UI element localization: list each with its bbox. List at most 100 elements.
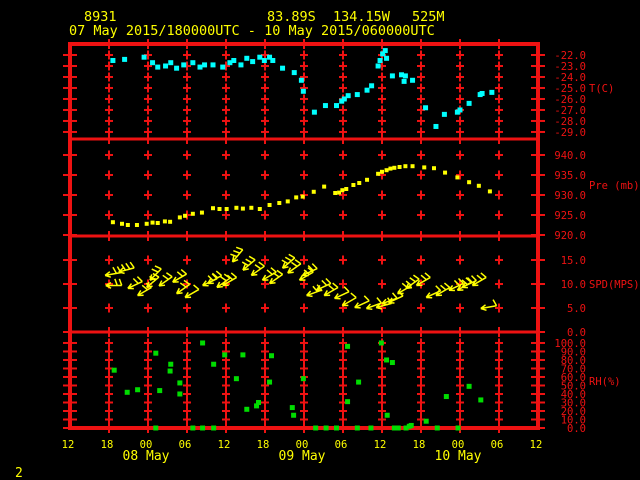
x-hour-label: 12 <box>218 439 231 451</box>
x-hour-label: 18 <box>101 439 114 451</box>
wind-barb <box>315 277 332 292</box>
y-tick-label-temperature: -25.0 <box>554 83 586 95</box>
y-axis-labels: -22.0-23.0-24.0-25.0-26.0-27.0-28.0-29.0… <box>554 50 639 435</box>
y-tick-label-relative_humidity: 20.0 <box>561 406 586 418</box>
y-tick-label-relative_humidity: 10.0 <box>561 414 586 426</box>
x-hour-label: 00 <box>140 439 153 451</box>
wind-barb <box>105 278 123 289</box>
elevation: 525M <box>412 9 445 25</box>
x-hour-label: 18 <box>257 439 270 451</box>
wind-barb <box>104 266 122 278</box>
axis-unit-label-pressure: Pre (mb) <box>589 180 640 192</box>
x-date-label: 08 May <box>123 449 170 464</box>
x-hour-label: 06 <box>179 439 192 451</box>
wind-barb <box>396 280 412 295</box>
x-hour-label: 12 <box>530 439 543 451</box>
wind-barb <box>435 282 451 297</box>
wind-barb <box>241 255 256 271</box>
wind-barb <box>461 275 477 289</box>
y-tick-label-pressure: 940.0 <box>554 150 586 162</box>
wind-barb <box>448 277 464 292</box>
wind-barb <box>268 269 284 285</box>
wind-barb <box>261 267 277 281</box>
wind-barb <box>250 261 265 277</box>
x-hour-label: 18 <box>413 439 426 451</box>
x-hour-label: 00 <box>296 439 309 451</box>
wind-barb <box>333 286 350 300</box>
wind-barb <box>207 270 223 285</box>
temperature-series <box>110 48 495 129</box>
y-tick-label-temperature: -22.0 <box>554 50 586 62</box>
y-tick-label-temperature: -28.0 <box>554 116 586 128</box>
wind-barb <box>341 292 357 307</box>
wind-barb <box>158 272 173 287</box>
x-hour-label: 00 <box>452 439 465 451</box>
axis-unit-label-temperature: T(C) <box>589 83 614 95</box>
wind-barb <box>136 282 152 297</box>
x-hour-label: 06 <box>335 439 348 451</box>
x-date-label: 09 May <box>279 449 326 464</box>
wind-barbs <box>104 246 498 312</box>
x-hour-label: 12 <box>374 439 387 451</box>
wind-barb <box>175 279 191 295</box>
y-tick-label-temperature: -29.0 <box>554 127 586 139</box>
data-series <box>104 48 498 431</box>
y-tick-label-relative_humidity: 70.0 <box>561 363 586 375</box>
y-tick-label-temperature: -24.0 <box>554 72 586 84</box>
wind-barb <box>387 290 404 304</box>
wind-barb <box>365 297 383 311</box>
wind-barb <box>405 274 420 290</box>
y-tick-label-pressure: 925.0 <box>554 210 586 222</box>
y-tick-label-relative_humidity: 100.0 <box>554 338 586 350</box>
x-hour-label: 12 <box>62 439 75 451</box>
y-tick-label-relative_humidity: 80.0 <box>561 355 586 367</box>
wind-barb <box>480 299 498 312</box>
wind-barb <box>415 272 431 287</box>
wind-barb <box>471 272 487 287</box>
wind-barb <box>375 297 393 310</box>
wind-barb <box>302 263 318 277</box>
wind-barb <box>287 259 302 274</box>
y-tick-label-wind_speed: 10.0 <box>561 279 586 291</box>
axis-unit-label-relative_humidity: RH(%) <box>589 376 621 388</box>
wind-barb <box>222 272 238 287</box>
plot-border <box>68 42 540 430</box>
x-hour-label: 06 <box>491 439 504 451</box>
wind-barb <box>149 265 162 281</box>
wind-barb <box>306 284 323 298</box>
wind-barb <box>184 284 200 299</box>
y-tick-label-wind_speed: 0.0 <box>567 327 586 339</box>
y-tick-label-pressure: 930.0 <box>554 190 586 202</box>
y-tick-label-temperature: -23.0 <box>554 61 586 73</box>
wind-barb <box>425 285 442 299</box>
latitude: 83.89S <box>267 9 316 25</box>
wind-barb <box>118 261 135 275</box>
y-tick-label-wind_speed: 5.0 <box>567 303 586 315</box>
y-tick-label-relative_humidity: 50.0 <box>561 380 586 392</box>
y-tick-label-temperature: -26.0 <box>554 94 586 106</box>
x-axis-labels: 12 18 00 06 12 18 00 06 12 18 00 06 12 08 May 09 May 10… <box>62 439 543 464</box>
y-tick-label-temperature: -27.0 <box>554 105 586 117</box>
time-range: 07 May 2015/180000UTC - 10 May 2015/0600… <box>69 23 435 39</box>
y-tick-label-pressure: 935.0 <box>554 170 586 182</box>
x-date-label: 10 May <box>435 449 482 464</box>
wind-barb <box>230 246 244 263</box>
y-tick-label-relative_humidity: 0.0 <box>567 423 586 435</box>
wind-barb <box>381 292 398 306</box>
y-tick-label-relative_humidity: 90.0 <box>561 346 586 358</box>
axis-unit-label-wind_speed: SPD(MPS) <box>589 279 640 291</box>
pressure-series <box>110 164 492 227</box>
wind-barb <box>354 295 370 309</box>
wind-barb <box>127 276 143 290</box>
y-tick-label-relative_humidity: 60.0 <box>561 372 586 384</box>
y-tick-label-pressure: 920.0 <box>554 230 586 242</box>
relative_humidity-series <box>111 340 484 431</box>
header: 8931 83.89S 134.15W 525M 07 May 2015/180… <box>69 9 445 39</box>
wind-barb <box>172 269 188 283</box>
wind-barb <box>281 253 296 269</box>
longitude: 134.15W <box>333 9 391 25</box>
station-id: 8931 <box>84 9 117 25</box>
wind-barb <box>146 272 160 289</box>
wind-barb <box>216 273 231 289</box>
